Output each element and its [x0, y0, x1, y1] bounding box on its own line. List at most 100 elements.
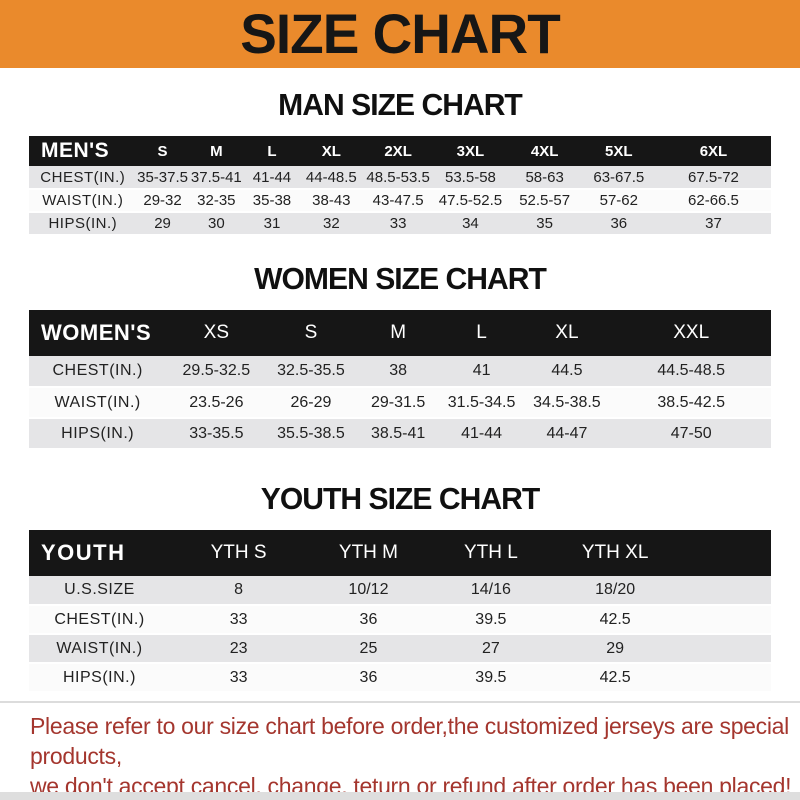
women-table-label: WOMEN'S — [29, 310, 167, 356]
cell: 47-50 — [611, 418, 771, 450]
cell: 31 — [244, 212, 300, 236]
cell: 58-63 — [507, 166, 582, 190]
cell: 32.5-35.5 — [266, 356, 356, 388]
cell: 44.5 — [522, 356, 612, 388]
men-size-table: MEN'S S M L XL 2XL 3XL 4XL 5XL 6XL CHEST… — [29, 136, 771, 236]
row-label: U.S.SIZE — [29, 576, 170, 606]
cell: 35 — [507, 212, 582, 236]
youth-section: YOUTH SIZE CHART YOUTH YTH S YTH M YTH L… — [0, 450, 800, 693]
note-line-1: Please refer to our size chart before or… — [30, 713, 789, 769]
cell: 26-29 — [266, 387, 356, 419]
youth-table-label: YOUTH — [29, 530, 170, 576]
men-header-row: MEN'S S M L XL 2XL 3XL 4XL 5XL 6XL — [29, 136, 771, 166]
cell: 33 — [169, 663, 308, 693]
men-section-title: MAN SIZE CHART — [278, 87, 523, 122]
row-label: HIPS(IN.) — [29, 418, 167, 450]
row-label: CHEST(IN.) — [29, 166, 137, 190]
cell: 67.5-72 — [655, 166, 771, 190]
youth-header-row: YOUTH YTH S YTH M YTH L YTH XL — [29, 530, 771, 576]
cell: 37.5-41 — [188, 166, 245, 190]
women-size-header: L — [440, 310, 523, 356]
row-label: WAIST(IN.) — [29, 634, 170, 664]
men-size-header: XL — [299, 136, 363, 166]
cell: 38 — [355, 356, 441, 388]
cell: 39.5 — [429, 663, 553, 693]
cell: 29 — [136, 212, 189, 236]
cell: 52.5-57 — [507, 189, 582, 213]
youth-size-header: YTH S — [169, 530, 308, 576]
cell: 33 — [169, 605, 308, 635]
women-section-title: WOMEN SIZE CHART — [254, 261, 547, 296]
cell-filler — [678, 576, 771, 606]
cell: 35.5-38.5 — [266, 418, 356, 450]
cell-filler — [678, 634, 771, 664]
cell: 41-44 — [440, 418, 523, 450]
men-size-header: 5XL — [581, 136, 656, 166]
men-size-header: S — [136, 136, 189, 166]
cell: 33 — [362, 212, 434, 236]
cell: 62-66.5 — [655, 189, 771, 213]
cell: 38-43 — [299, 189, 363, 213]
cell: 32 — [299, 212, 363, 236]
men-waist-row: WAIST(IN.) 29-32 32-35 35-38 38-43 43-47… — [29, 189, 771, 213]
cell: 34.5-38.5 — [522, 387, 612, 419]
youth-size-header: YTH XL — [552, 530, 679, 576]
row-label: CHEST(IN.) — [29, 605, 170, 635]
cell: 37 — [655, 212, 771, 236]
women-hips-row: HIPS(IN.) 33-35.5 35.5-38.5 38.5-41 41-4… — [29, 418, 771, 450]
cell: 57-62 — [581, 189, 656, 213]
youth-ussize-row: U.S.SIZE 8 10/12 14/16 18/20 — [29, 576, 771, 606]
cell-filler — [678, 663, 771, 693]
men-size-header: 6XL — [655, 136, 771, 166]
cell: 44-47 — [522, 418, 612, 450]
women-size-header: XXL — [611, 310, 771, 356]
cell: 8 — [169, 576, 308, 606]
cell: 10/12 — [307, 576, 430, 606]
row-label: WAIST(IN.) — [29, 189, 137, 213]
men-table-label: MEN'S — [29, 136, 137, 166]
cell: 23.5-26 — [166, 387, 267, 419]
banner: SIZE CHART — [0, 0, 800, 68]
row-label: HIPS(IN.) — [29, 663, 170, 693]
men-hips-row: HIPS(IN.) 29 30 31 32 33 34 35 36 37 — [29, 212, 771, 236]
cell: 35-38 — [244, 189, 300, 213]
men-section: MAN SIZE CHART MEN'S S M L XL 2XL 3XL 4X… — [0, 68, 800, 236]
youth-size-table: YOUTH YTH S YTH M YTH L YTH XL U.S.SIZE … — [29, 530, 771, 693]
cell: 44-48.5 — [299, 166, 363, 190]
cell: 38.5-42.5 — [611, 387, 771, 419]
youth-hips-row: HIPS(IN.) 33 36 39.5 42.5 — [29, 663, 771, 693]
youth-size-header: YTH L — [429, 530, 553, 576]
bottom-edge-strip — [0, 792, 800, 800]
order-note: Please refer to our size chart before or… — [0, 701, 800, 800]
cell: 42.5 — [552, 663, 679, 693]
row-label: WAIST(IN.) — [29, 387, 167, 419]
cell: 44.5-48.5 — [611, 356, 771, 388]
row-label: CHEST(IN.) — [29, 356, 167, 388]
men-size-header: 4XL — [507, 136, 582, 166]
cell: 29-31.5 — [355, 387, 441, 419]
men-size-header: 3XL — [433, 136, 508, 166]
header-filler — [678, 530, 771, 576]
women-header-row: WOMEN'S XS S M L XL XXL — [29, 310, 771, 356]
cell: 41-44 — [244, 166, 300, 190]
women-size-header: M — [355, 310, 441, 356]
cell: 29.5-32.5 — [166, 356, 267, 388]
cell: 47.5-52.5 — [433, 189, 508, 213]
youth-section-title: YOUTH SIZE CHART — [260, 481, 540, 516]
cell: 30 — [188, 212, 245, 236]
women-chest-row: CHEST(IN.) 29.5-32.5 32.5-35.5 38 41 44.… — [29, 356, 771, 388]
cell: 53.5-58 — [433, 166, 508, 190]
cell: 36 — [307, 663, 430, 693]
cell: 25 — [307, 634, 430, 664]
women-section: WOMEN SIZE CHART WOMEN'S XS S M L XL XXL — [0, 236, 800, 450]
women-size-header: XS — [166, 310, 267, 356]
cell: 43-47.5 — [362, 189, 434, 213]
women-size-header: S — [266, 310, 356, 356]
cell: 48.5-53.5 — [362, 166, 434, 190]
cell-filler — [678, 605, 771, 635]
women-waist-row: WAIST(IN.) 23.5-26 26-29 29-31.5 31.5-34… — [29, 387, 771, 419]
women-size-header: XL — [522, 310, 612, 356]
cell: 33-35.5 — [166, 418, 267, 450]
cell: 38.5-41 — [355, 418, 441, 450]
